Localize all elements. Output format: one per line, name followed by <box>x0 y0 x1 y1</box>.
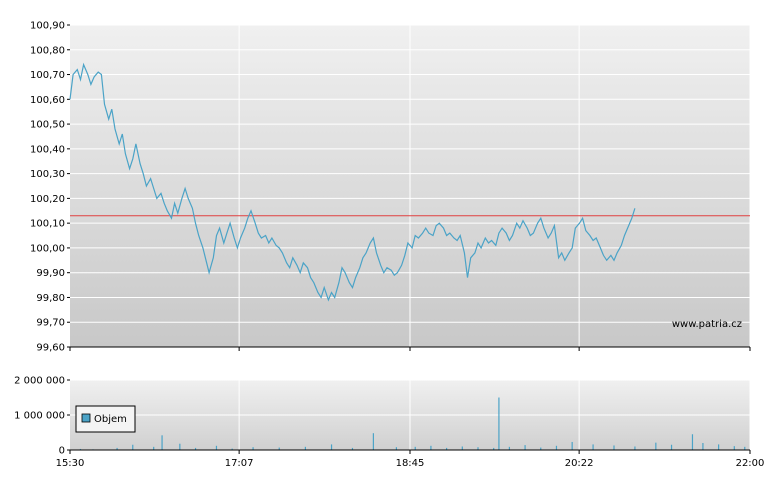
volume-tick-label: 2 000 000 <box>14 376 65 387</box>
price-tick-label: 100,50 <box>30 120 65 131</box>
legend-label: Objem <box>94 414 127 425</box>
volume-legend: Objem <box>75 405 136 433</box>
price-tick-label: 99,70 <box>36 318 65 329</box>
price-tick-label: 99,90 <box>36 268 65 279</box>
watermark: www.patria.cz <box>672 319 742 330</box>
price-tick-label: 100,40 <box>30 144 65 155</box>
price-tick-label: 99,80 <box>36 293 65 304</box>
price-tick-label: 100,30 <box>30 169 65 180</box>
x-tick-label: 15:30 <box>56 458 85 469</box>
price-tick-label: 100,70 <box>30 70 65 81</box>
price-tick-label: 100,20 <box>30 194 65 205</box>
volume-tick-label: 0 <box>59 446 65 457</box>
price-tick-label: 100,90 <box>30 21 65 32</box>
x-axis: 15:30 17:07 18:45 20:22 22:00 <box>56 346 765 469</box>
price-tick-label: 100,60 <box>30 95 65 106</box>
volume-tick-label: 1 000 000 <box>14 411 65 422</box>
price-tick-label: 100,10 <box>30 219 65 230</box>
x-tick-label: 18:45 <box>396 458 425 469</box>
price-y-axis: 100,90 100,80 100,70 100,60 100,50 100,40 100,… <box>30 21 70 354</box>
price-tick-label: 100,00 <box>30 243 65 254</box>
price-series-line <box>69 62 636 302</box>
x-tick-label: 20:22 <box>565 458 594 469</box>
x-tick-label: 17:07 <box>225 458 254 469</box>
volume-y-axis: 2 000 000 1 000 000 0 <box>14 376 70 457</box>
legend-swatch <box>81 413 91 423</box>
price-tick-label: 99,60 <box>36 343 65 354</box>
x-tick-label: 22:00 <box>736 458 765 469</box>
price-tick-label: 100,80 <box>30 45 65 56</box>
